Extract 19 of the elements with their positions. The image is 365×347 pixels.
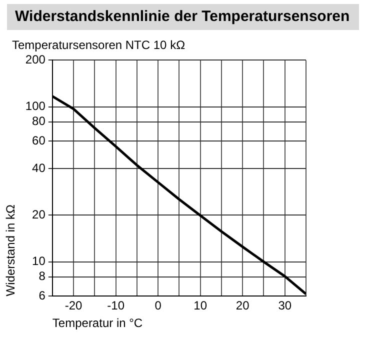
y-tick-label: 200 <box>25 52 46 67</box>
y-tick-label: 10 <box>32 254 46 268</box>
x-axis-title: Temperatur in °C <box>52 316 143 330</box>
chart-subtitle: Temperatursensoren NTC 10 kΩ <box>12 38 186 52</box>
x-tick-label: -10 <box>107 298 125 313</box>
x-tick-label: -20 <box>64 298 83 313</box>
y-tick-label: 6 <box>38 288 46 303</box>
y-axis-title: Widerstand in kΩ <box>4 204 18 296</box>
x-tick-label: 10 <box>194 298 208 313</box>
y-tick-label: 40 <box>32 160 46 175</box>
y-tick-label: 100 <box>25 99 46 114</box>
x-tick-label: 20 <box>236 298 250 313</box>
y-tick-label: 80 <box>32 114 46 128</box>
y-tick-label: 20 <box>32 207 46 222</box>
chart-title: Widerstandskennlinie der Temperatursensoren <box>7 4 359 30</box>
y-tick-label: 8 <box>38 269 46 284</box>
x-tick-label: 30 <box>278 298 292 313</box>
y-tick-label: 60 <box>32 134 46 148</box>
x-tick-label: 0 <box>154 298 162 313</box>
